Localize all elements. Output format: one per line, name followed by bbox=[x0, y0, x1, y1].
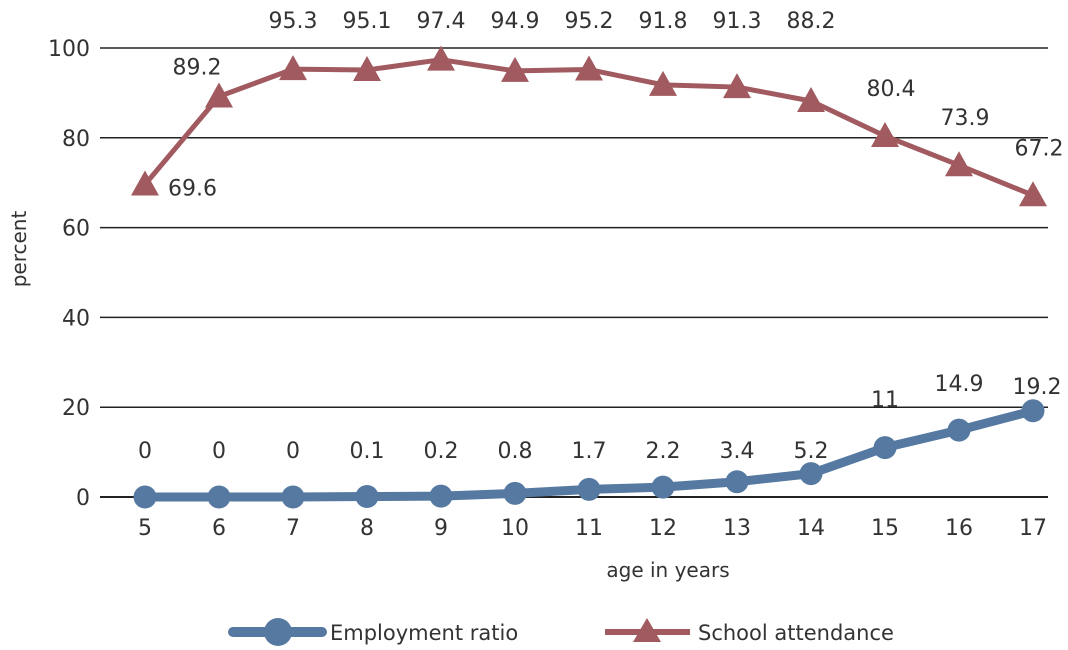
employment-ratio-data-label: 0 bbox=[212, 439, 226, 464]
school-attendance-data-label: 88.2 bbox=[787, 9, 836, 34]
legend-school-label: School attendance bbox=[698, 621, 894, 645]
school-attendance-point bbox=[279, 55, 307, 81]
x-tick-label: 5 bbox=[138, 516, 152, 541]
employment-ratio-point bbox=[133, 485, 157, 509]
school-attendance-point bbox=[723, 73, 751, 99]
school-attendance-data-label: 91.3 bbox=[713, 9, 762, 34]
school-attendance-point bbox=[575, 55, 603, 81]
school-attendance-point bbox=[501, 56, 529, 82]
employment-ratio-data-label: 11 bbox=[871, 388, 899, 413]
y-axis-ticks: 0 20 40 60 80 100 bbox=[48, 37, 90, 511]
employment-ratio-data-label: 14.9 bbox=[935, 372, 984, 397]
school-attendance-data-label: 95.1 bbox=[343, 9, 392, 34]
employment-ratio-point bbox=[1021, 399, 1045, 423]
school-attendance-point bbox=[871, 122, 899, 148]
school-attendance-data-label: 91.8 bbox=[639, 9, 688, 34]
x-axis-label: age in years bbox=[606, 558, 729, 582]
x-tick-label: 8 bbox=[360, 516, 374, 541]
x-tick-label: 13 bbox=[723, 516, 751, 541]
school-attendance-data-label: 95.3 bbox=[269, 9, 318, 34]
x-tick-label: 6 bbox=[212, 516, 226, 541]
x-tick-label: 7 bbox=[286, 516, 300, 541]
school-attendance-data-label: 94.9 bbox=[491, 9, 540, 34]
school-attendance-point bbox=[205, 82, 233, 108]
y-tick-label: 0 bbox=[76, 486, 90, 511]
school-attendance-point bbox=[797, 86, 825, 112]
x-tick-label: 17 bbox=[1019, 516, 1047, 541]
employment-ratio-data-label: 0 bbox=[286, 439, 300, 464]
school-attendance-point bbox=[131, 170, 159, 196]
data-labels: 69.6 89.2 95.3 95.1 97.4 94.9 95.2 91.8 91.3 88.2… bbox=[138, 9, 1063, 464]
legend-employment-label: Employment ratio bbox=[330, 621, 518, 645]
legend-employment-circle-icon bbox=[264, 618, 292, 646]
employment-ratio-point bbox=[651, 475, 675, 499]
employment-ratio-point bbox=[577, 477, 601, 501]
employment-ratio-data-label: 0.1 bbox=[350, 439, 385, 464]
school-attendance-point bbox=[945, 151, 973, 177]
employment-ratio-point bbox=[281, 485, 305, 509]
legend: Employment ratio School attendance bbox=[228, 618, 894, 646]
school-attendance-data-label: 80.4 bbox=[867, 77, 916, 102]
employment-ratio-data-label: 2.2 bbox=[646, 439, 681, 464]
gridlines bbox=[100, 47, 1048, 498]
y-tick-label: 80 bbox=[62, 127, 90, 152]
employment-ratio-point bbox=[947, 418, 971, 442]
y-tick-label: 60 bbox=[62, 217, 90, 242]
y-tick-label: 100 bbox=[48, 37, 90, 62]
employment-ratio-point bbox=[503, 481, 527, 505]
y-tick-label: 20 bbox=[62, 396, 90, 421]
school-attendance-data-label: 69.6 bbox=[168, 176, 217, 201]
school-attendance-data-label: 67.2 bbox=[1015, 136, 1064, 161]
x-tick-label: 12 bbox=[649, 516, 677, 541]
x-tick-label: 15 bbox=[871, 516, 899, 541]
employment-ratio-point bbox=[207, 485, 231, 509]
x-axis-ticks: 5 6 7 8 9 10 11 12 13 14 15 16 17 bbox=[138, 516, 1047, 541]
school-attendance-point bbox=[1019, 181, 1047, 207]
x-tick-label: 9 bbox=[434, 516, 448, 541]
employment-ratio-data-label: 3.4 bbox=[720, 439, 755, 464]
employment-ratio-point bbox=[355, 485, 379, 509]
employment-ratio-point bbox=[725, 470, 749, 494]
school-attendance-data-label: 95.2 bbox=[565, 9, 614, 34]
x-tick-label: 10 bbox=[501, 516, 529, 541]
employment-ratio-data-label: 0.8 bbox=[498, 439, 533, 464]
school-attendance-point bbox=[427, 45, 455, 71]
legend-school-triangle-icon bbox=[633, 618, 661, 642]
legend-item-school: School attendance bbox=[605, 618, 894, 645]
legend-item-employment: Employment ratio bbox=[228, 618, 518, 646]
employment-ratio-point bbox=[429, 484, 453, 508]
x-tick-label: 16 bbox=[945, 516, 973, 541]
employment-ratio-data-label: 1.7 bbox=[572, 439, 607, 464]
school-attendance-data-label: 97.4 bbox=[417, 9, 466, 34]
employment-ratio-data-label: 19.2 bbox=[1013, 375, 1062, 400]
x-tick-label: 11 bbox=[575, 516, 603, 541]
y-tick-label: 40 bbox=[62, 306, 90, 331]
series-layer bbox=[131, 45, 1047, 509]
school-attendance-data-label: 89.2 bbox=[173, 55, 222, 80]
school-attendance-data-label: 73.9 bbox=[941, 106, 990, 131]
employment-ratio-data-label: 0 bbox=[138, 439, 152, 464]
school-attendance-point bbox=[353, 56, 381, 82]
employment-ratio-point bbox=[873, 436, 897, 460]
employment-ratio-data-label: 5.2 bbox=[794, 439, 829, 464]
x-tick-label: 14 bbox=[797, 516, 825, 541]
y-axis-label: percent bbox=[7, 211, 31, 288]
employment-ratio-point bbox=[799, 462, 823, 486]
school-attendance-point bbox=[649, 70, 677, 96]
employment-ratio-data-label: 0.2 bbox=[424, 439, 459, 464]
